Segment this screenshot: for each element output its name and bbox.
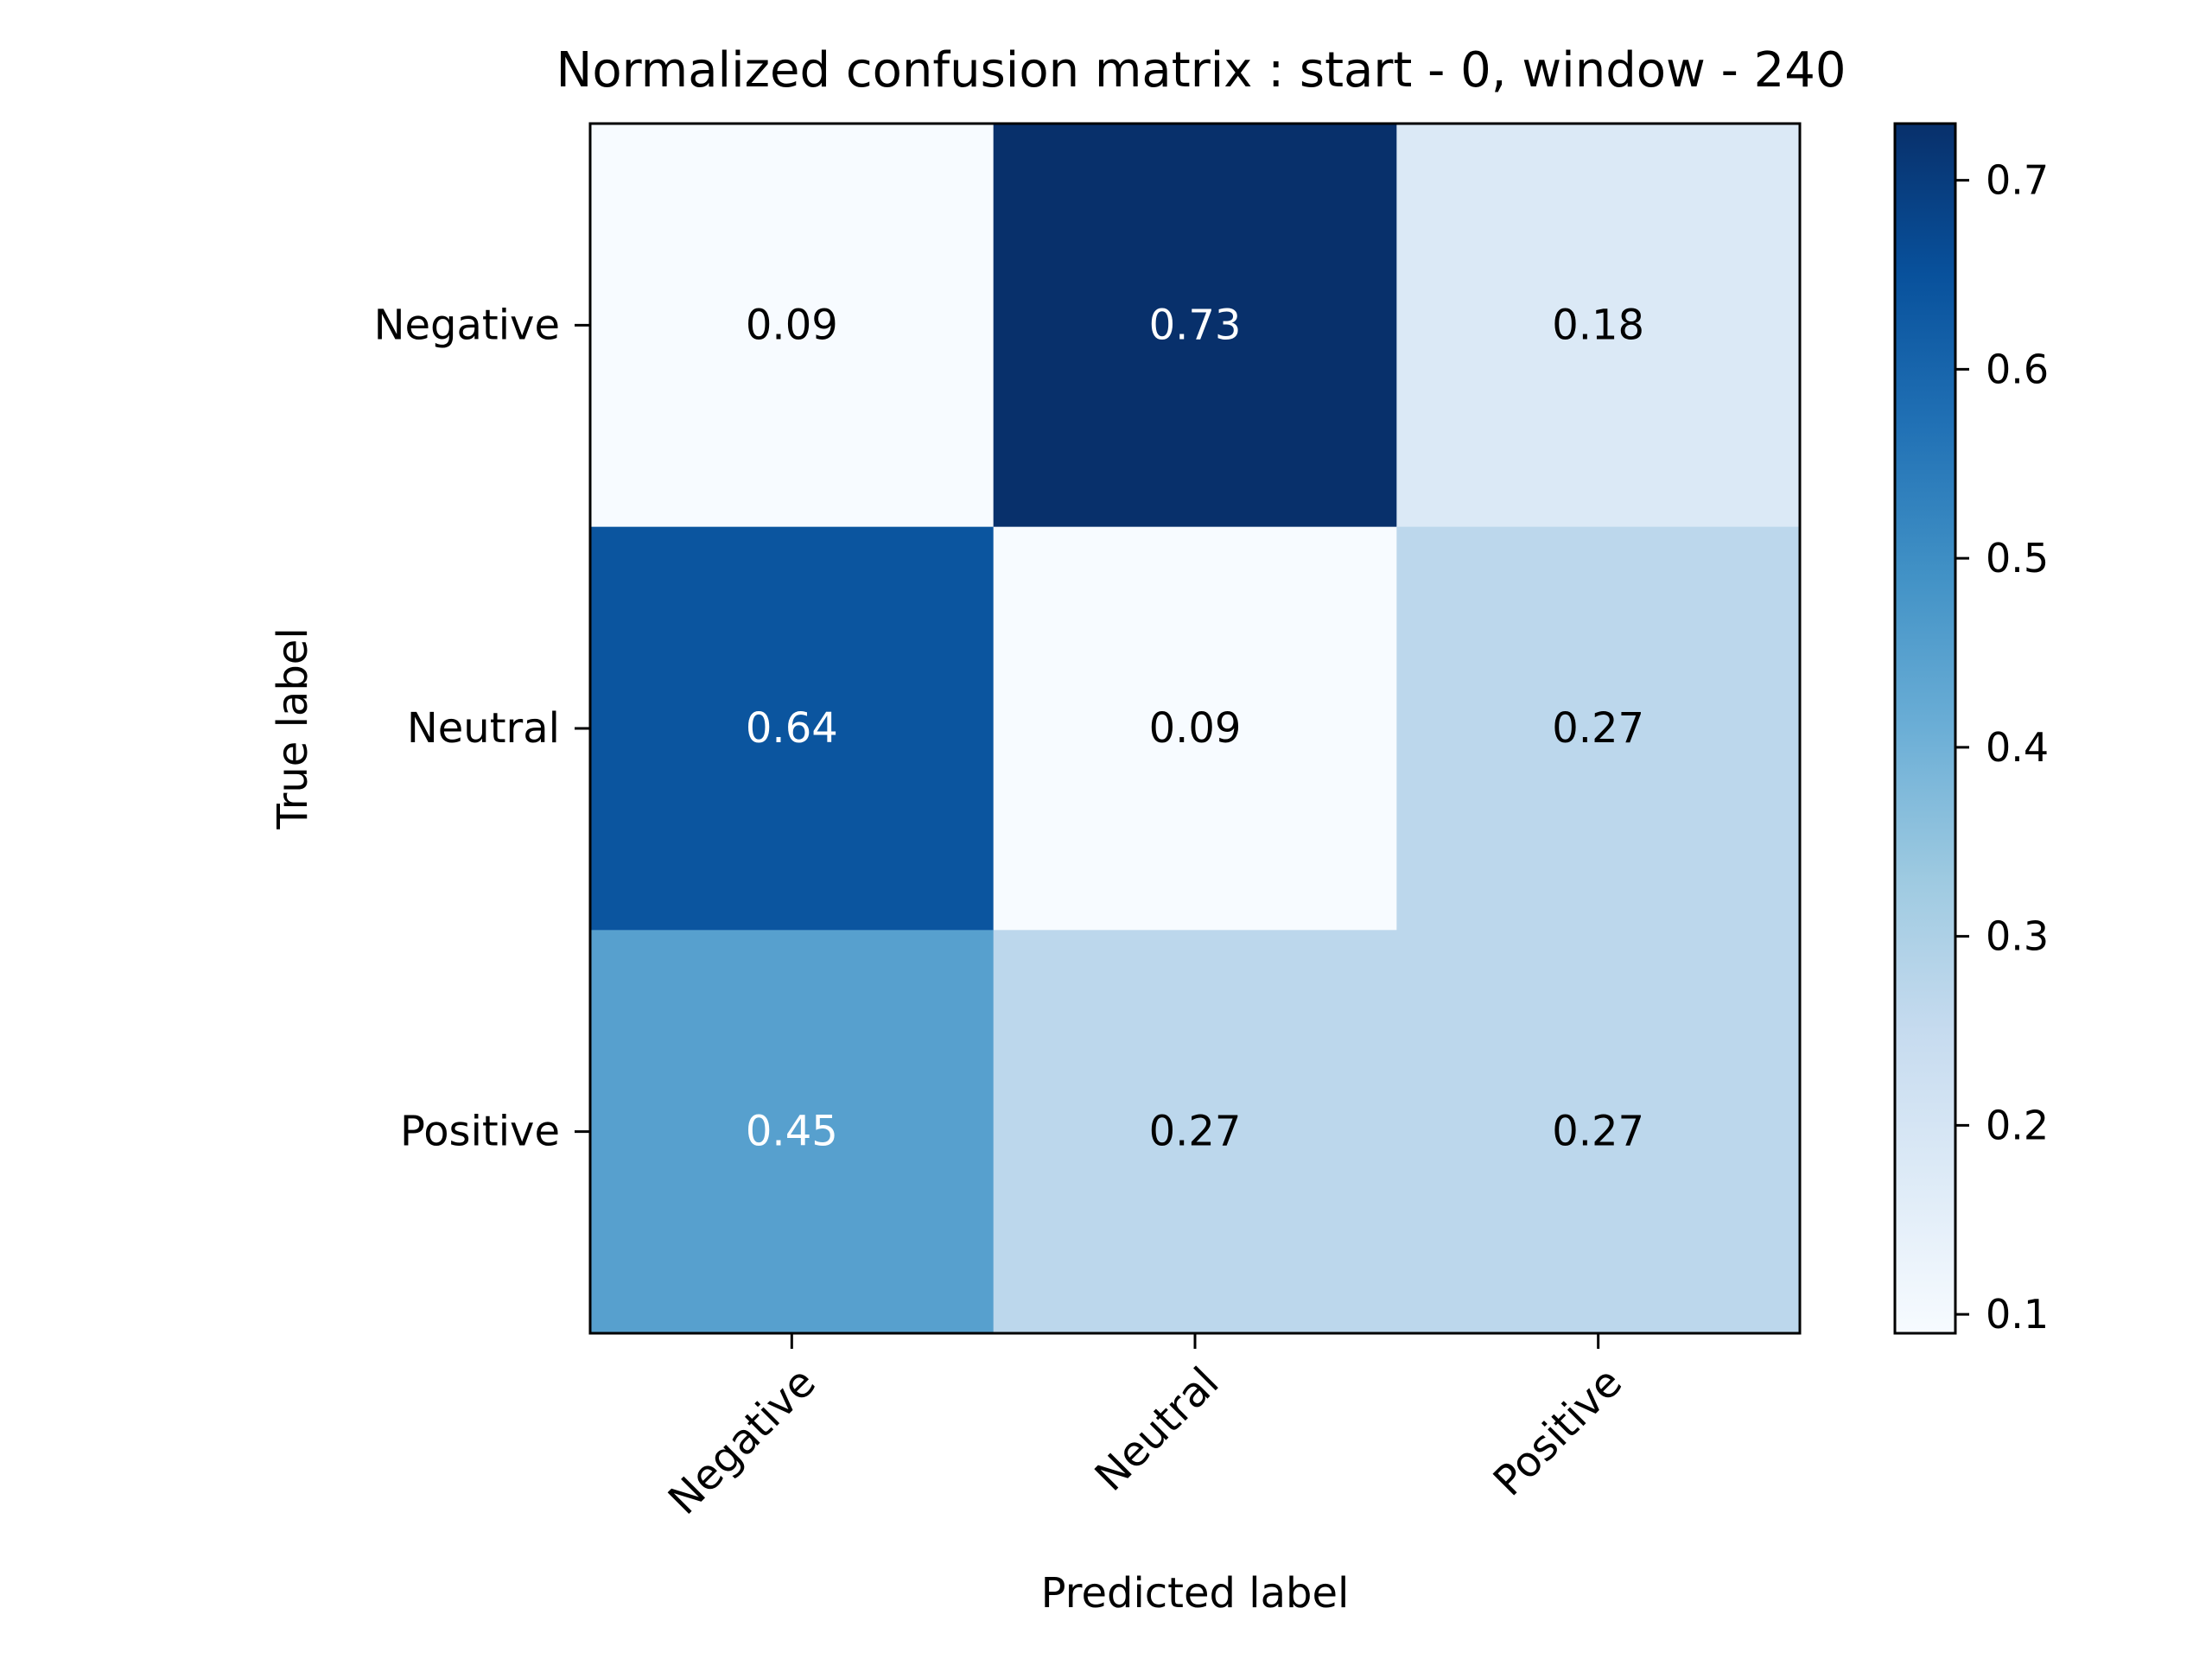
cell-value-label: 0.73 bbox=[1149, 301, 1242, 349]
y-tick-label: Negative bbox=[374, 301, 560, 349]
colorbar-gradient bbox=[1893, 122, 1957, 1335]
colorbar-tick-label: 0.5 bbox=[1986, 535, 2049, 582]
colorbar-ticks: 0.1 0.2 0.3 0.4 0.5 0.6 0.7 bbox=[1955, 157, 2049, 1338]
x-tick-label: Neutral bbox=[1086, 1358, 1229, 1501]
cell-value-label: 0.09 bbox=[1149, 704, 1242, 753]
heatmap-cell bbox=[590, 124, 995, 528]
heatmap-cell-labels: 0.09 0.73 0.18 0.64 0.09 0.27 0.45 0.27 0.27 bbox=[746, 301, 1644, 1155]
heatmap-cell bbox=[590, 930, 995, 1334]
heatmap-cell bbox=[1396, 124, 1801, 528]
heatmap-cell bbox=[993, 526, 1397, 931]
y-tick-label: Positive bbox=[400, 1108, 560, 1156]
heatmap-cell bbox=[993, 930, 1397, 1334]
cell-value-label: 0.45 bbox=[746, 1108, 838, 1156]
colorbar-tick-label: 0.3 bbox=[1986, 913, 2049, 960]
colorbar-tick-label: 0.6 bbox=[1986, 346, 2049, 392]
heatmap-cell bbox=[993, 124, 1397, 528]
heatmap-cell bbox=[590, 526, 995, 931]
cell-value-label: 0.27 bbox=[1552, 704, 1644, 753]
x-axis-label: Predicted label bbox=[1041, 1569, 1350, 1618]
cell-value-label: 0.27 bbox=[1149, 1108, 1242, 1156]
colorbar-tick-label: 0.7 bbox=[1986, 157, 2049, 204]
y-axis-label: True label bbox=[269, 627, 317, 830]
x-tick-label: Negative bbox=[659, 1358, 825, 1524]
colorbar-tick-label: 0.1 bbox=[1986, 1291, 2049, 1338]
cell-value-label: 0.18 bbox=[1552, 301, 1644, 349]
cell-value-label: 0.27 bbox=[1552, 1108, 1644, 1156]
colorbar-tick-label: 0.2 bbox=[1986, 1102, 2049, 1148]
heatmap-cells bbox=[590, 124, 1801, 1334]
x-axis: Negative Neutral Positive bbox=[659, 1333, 1631, 1524]
chart-title: Normalized confusion matrix : start - 0,… bbox=[556, 42, 1846, 99]
x-tick-label: Positive bbox=[1484, 1358, 1631, 1505]
heatmap-cell bbox=[1396, 526, 1801, 931]
colorbar-tick-label: 0.4 bbox=[1986, 724, 2049, 771]
colorbar: 0.1 0.2 0.3 0.4 0.5 0.6 0.7 bbox=[1893, 122, 2049, 1338]
y-axis: Negative Neutral Positive bbox=[374, 301, 590, 1156]
heatmap-cell bbox=[1396, 930, 1801, 1334]
y-tick-label: Neutral bbox=[407, 704, 560, 753]
cell-value-label: 0.09 bbox=[746, 301, 838, 349]
cell-value-label: 0.64 bbox=[746, 704, 838, 753]
